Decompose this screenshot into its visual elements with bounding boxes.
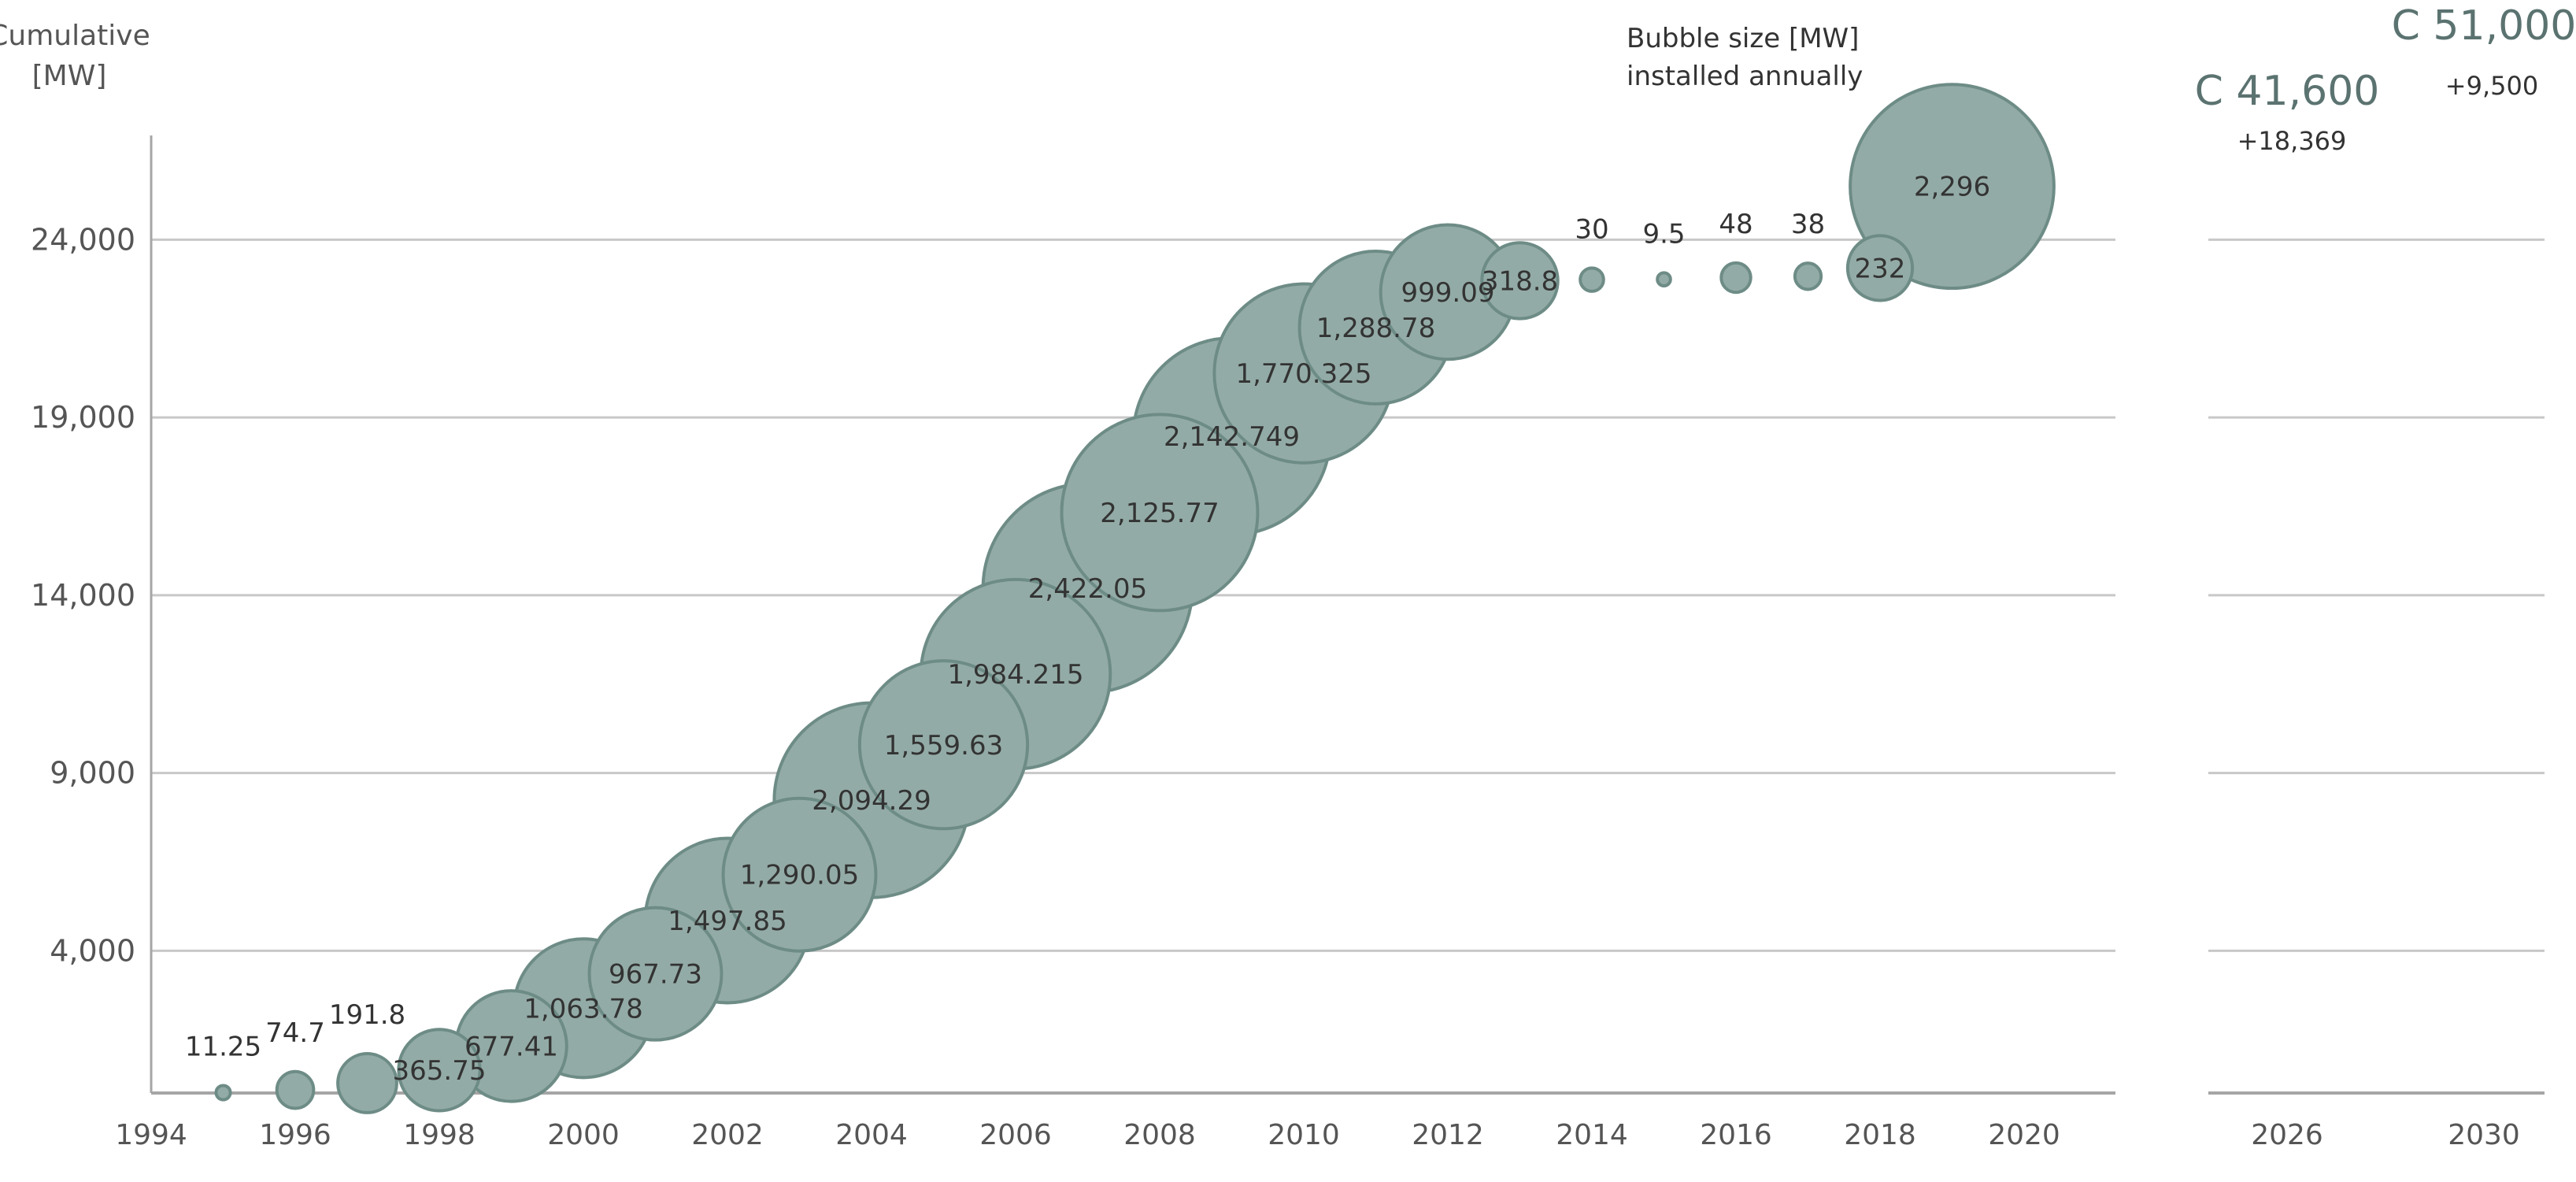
- bubble-label-2007: 2,422.05: [1028, 573, 1147, 605]
- bubble-label-2014: 30: [1575, 213, 1608, 245]
- bubble-label-2013: 318.8: [1482, 265, 1558, 297]
- x-tick-label-2000: 2000: [547, 1119, 620, 1151]
- bubble-1996: [275, 1069, 316, 1110]
- axes: 4,000 9,000 14,000 19,000 24,000 1994 1996 1998…: [31, 135, 2545, 1151]
- bubble-2015: [1656, 271, 1672, 288]
- bubble-label-2019: 2,296: [1914, 172, 1990, 203]
- x-tick-label-2016: 2016: [1700, 1119, 1772, 1151]
- bubble-label-2012: 999.09: [1401, 277, 1495, 309]
- x-tick-label-2018: 2018: [1844, 1119, 1916, 1151]
- bubble-2008: [1060, 413, 1260, 613]
- bubble-1997: [336, 1052, 398, 1114]
- bubble-label-1996: 74.7: [265, 1017, 325, 1049]
- bubble-2001: [587, 906, 724, 1042]
- x-tick-label-1998: 1998: [403, 1119, 476, 1151]
- bubble-label-1997: 191.8: [329, 999, 405, 1031]
- bubble-label-1998: 365.75: [393, 1055, 487, 1087]
- target-2026-label: C 41,600: [2195, 68, 2380, 115]
- bubble-2013: [1480, 241, 1560, 321]
- bubble-label-2017: 38: [1791, 209, 1825, 240]
- x-tick-label-2026: 2026: [2251, 1119, 2323, 1151]
- bubble-1998: [397, 1028, 482, 1113]
- bubble-2018: [1845, 234, 1915, 302]
- x-tick-label-2020: 2020: [1988, 1119, 2060, 1151]
- target-2030-delta: +9,500: [2445, 71, 2538, 101]
- y-tick-label-24000: 24,000: [31, 222, 135, 257]
- bubble-2017: [1793, 261, 1823, 291]
- bubble-1995: [214, 1084, 232, 1102]
- bubble-label-2018: 232: [1855, 253, 1906, 284]
- bubble-2003: [721, 796, 878, 953]
- legend-line1: Bubble size [MW]: [1627, 23, 1859, 54]
- bubble-label-2011: 1,288.78: [1316, 313, 1435, 344]
- x-tick-label-1996: 1996: [259, 1119, 331, 1151]
- bubble-label-2016: 48: [1719, 209, 1752, 240]
- legend-line2: installed annually: [1627, 61, 1863, 92]
- y-tick-label-9000: 9,000: [50, 756, 135, 791]
- bubble-2014: [1579, 266, 1605, 293]
- x-tick-label-2002: 2002: [691, 1119, 764, 1151]
- target-2030-label: C 51,000: [2392, 2, 2576, 50]
- y-tick-label-19000: 19,000: [31, 400, 135, 435]
- y-axis-title-line1: Cumulative: [0, 20, 150, 52]
- y-tick-label-4000: 4,000: [50, 933, 135, 968]
- x-tick-label-1994: 1994: [115, 1119, 187, 1151]
- bubble-label-1995: 11.25: [185, 1031, 261, 1062]
- bubble-label-2002: 1,497.85: [668, 906, 786, 937]
- bubble-label-2004: 2,094.29: [812, 785, 931, 817]
- y-axis-title-line2: [MW]: [32, 60, 107, 92]
- bubble-label-2005: 1,559.63: [884, 730, 1003, 761]
- bubble-label-2008: 2,125.77: [1100, 498, 1219, 529]
- bubble-2019: [1849, 83, 2056, 291]
- bubble-label-2009: 2,142.749: [1164, 421, 1300, 453]
- y-tick-label-14000: 14,000: [31, 578, 135, 613]
- target-2026-delta: +18,369: [2237, 126, 2347, 156]
- bubble-label-2015: 9.5: [1642, 218, 1685, 250]
- bubble-label-2001: 967.73: [609, 959, 702, 991]
- bubble-label-2006: 1,984.215: [947, 659, 1083, 691]
- bubble-2016: [1719, 261, 1752, 295]
- bubble-2005: [857, 659, 1030, 831]
- x-tick-label-2008: 2008: [1123, 1119, 1196, 1151]
- x-tick-label-2030: 2030: [2448, 1119, 2520, 1151]
- x-tick-label-2006: 2006: [979, 1119, 1052, 1151]
- x-tick-label-2010: 2010: [1268, 1119, 1340, 1151]
- bubble-label-2010: 1,770.325: [1235, 358, 1371, 390]
- x-tick-label-2014: 2014: [1556, 1119, 1628, 1151]
- x-tick-label-2004: 2004: [835, 1119, 908, 1151]
- bubble-label-1999: 677.41: [464, 1031, 558, 1062]
- bubbles: [214, 83, 2056, 1114]
- x-tick-label-2012: 2012: [1412, 1119, 1484, 1151]
- bubble-label-2003: 1,290.05: [740, 860, 859, 891]
- bubble-label-2000: 1,063.78: [524, 993, 642, 1025]
